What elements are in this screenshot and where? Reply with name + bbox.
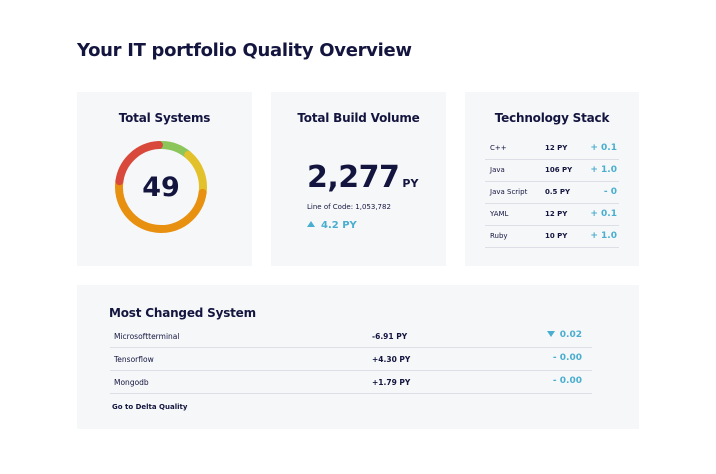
tech-name: YAML [490, 210, 509, 218]
tech-name: C++ [490, 144, 507, 152]
tech-name: Java Script [490, 188, 528, 196]
system-delta: - 0.00 [552, 376, 582, 386]
tech-value: 10 PY [545, 232, 568, 240]
tech-value: 0.5 PY [545, 188, 571, 196]
system-change-value: +1.79 PY [372, 378, 411, 387]
build-volume-delta: 4.2 PY [307, 220, 357, 231]
technology-stack-table: C++ 12 PY + 0.1 Java 106 PY + 1.0 Java S… [485, 138, 619, 248]
tech-name: Ruby [490, 232, 508, 240]
lines-of-code-label: Line of Code: 1,053,782 [307, 203, 391, 211]
build-volume-delta-value: 4.2 PY [321, 220, 357, 231]
table-row: Mongodb +1.79 PY - 0.00 [110, 371, 592, 394]
most-changed-system-card: Most Changed System Microsoftterminal -6… [77, 285, 639, 429]
systems-donut-chart [115, 141, 207, 233]
most-changed-system-title: Most Changed System [109, 306, 256, 320]
donut-segment-3 [115, 141, 163, 186]
system-name: Microsoftterminal [114, 332, 180, 341]
total-build-volume-card: Total Build Volume 2,277 PY Line of Code:… [271, 92, 446, 266]
table-row: Microsoftterminal -6.91 PY 0.02 [110, 325, 592, 348]
total-systems-value: 49 [142, 171, 180, 203]
system-delta: - 0.00 [552, 353, 582, 363]
system-name: Mongodb [114, 378, 149, 387]
tech-value: 12 PY [545, 144, 568, 152]
total-systems-card: Total Systems 49 [77, 92, 252, 266]
system-change-value: +4.30 PY [372, 355, 411, 364]
system-change-value: -6.91 PY [372, 332, 408, 341]
system-name: Tensorflow [114, 355, 154, 364]
tech-delta: + 0.1 [590, 209, 617, 219]
table-row: Tensorflow +4.30 PY - 0.00 [110, 348, 592, 371]
technology-stack-card: Technology Stack C++ 12 PY + 0.1 Java 10… [465, 92, 639, 266]
total-systems-title: Total Systems [118, 111, 211, 125]
tech-delta: + 0.1 [590, 143, 617, 153]
build-volume-unit: PY [402, 177, 419, 190]
go-to-delta-quality-link[interactable]: Go to Delta Quality [112, 403, 188, 411]
tech-row: C++ 12 PY + 0.1 [485, 138, 619, 160]
tech-delta: + 1.0 [590, 165, 617, 175]
donut-segment-2 [115, 177, 207, 233]
tech-delta: + 1.0 [590, 231, 617, 241]
tech-delta: - 0 [603, 187, 617, 197]
tech-row: Java 106 PY + 1.0 [485, 160, 619, 182]
tech-row: Ruby 10 PY + 1.0 [485, 226, 619, 248]
page-title: Your IT portfolio Quality Overview [77, 40, 412, 61]
tech-row: Java Script 0.5 PY - 0 [485, 182, 619, 204]
build-volume-value: 2,277 PY [307, 160, 418, 195]
build-volume-number: 2,277 [307, 160, 400, 195]
arrow-down-icon [546, 331, 555, 337]
system-delta: 0.02 [546, 330, 582, 340]
arrow-up-icon [307, 221, 315, 227]
system-delta-value: 0.02 [559, 330, 582, 340]
tech-row: YAML 12 PY + 0.1 [485, 204, 619, 226]
build-volume-title: Total Build Volume [297, 111, 420, 125]
tech-name: Java [490, 166, 505, 174]
most-changed-system-table: Microsoftterminal -6.91 PY 0.02 Tensorfl… [110, 325, 592, 394]
tech-value: 106 PY [545, 166, 573, 174]
technology-stack-title: Technology Stack [494, 111, 610, 125]
tech-value: 12 PY [545, 210, 568, 218]
